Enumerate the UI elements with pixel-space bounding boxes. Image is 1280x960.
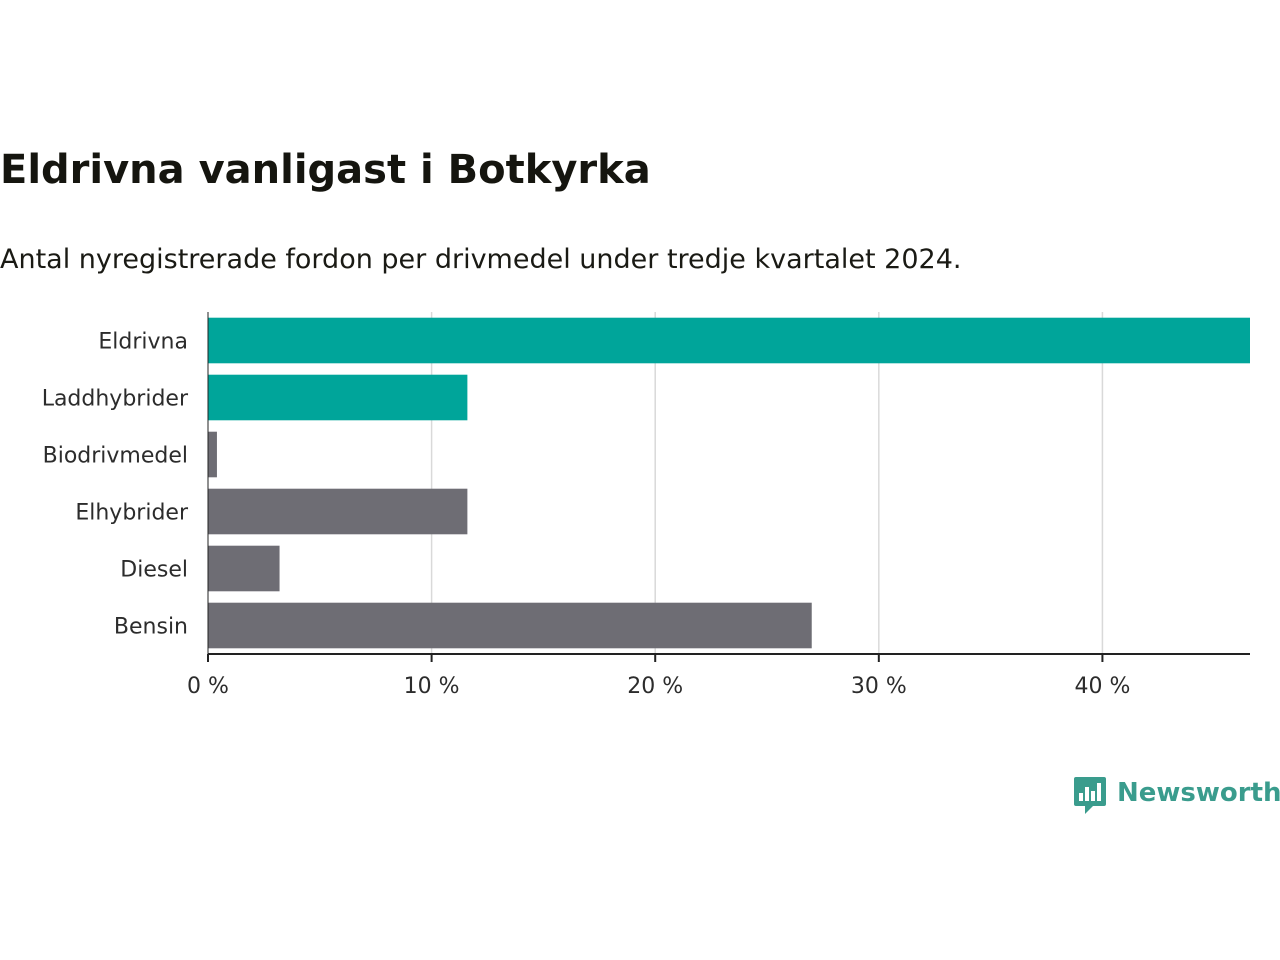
category-label: Elhybrider [75,501,189,526]
x-tick-label: 40 % [1074,674,1130,699]
bar-chart-speech-bubble-icon [1074,777,1106,814]
bar [208,545,280,592]
chart-subtitle: Antal nyregistrerade fordon per drivmede… [0,244,962,275]
x-tick-label: 20 % [627,674,683,699]
bar [208,431,217,478]
bar [208,488,468,535]
x-tick-label: 30 % [851,674,907,699]
chart-title: Eldrivna vanligast i Botkyrka [0,147,651,193]
category-label: Bensin [114,615,188,640]
category-label: Eldrivna [98,330,188,355]
bar [208,374,468,421]
bar [208,602,812,649]
category-label: Diesel [120,558,188,583]
x-tick-label: 0 % [187,674,229,699]
category-label: Biodrivmedel [43,444,188,469]
x-tick-label: 10 % [404,674,460,699]
brand-logo[interactable]: Newsworthy [1073,774,1280,818]
category-label: Laddhybrider [42,387,189,412]
brand-name: Newsworthy [1117,778,1280,808]
bar [208,317,1250,364]
